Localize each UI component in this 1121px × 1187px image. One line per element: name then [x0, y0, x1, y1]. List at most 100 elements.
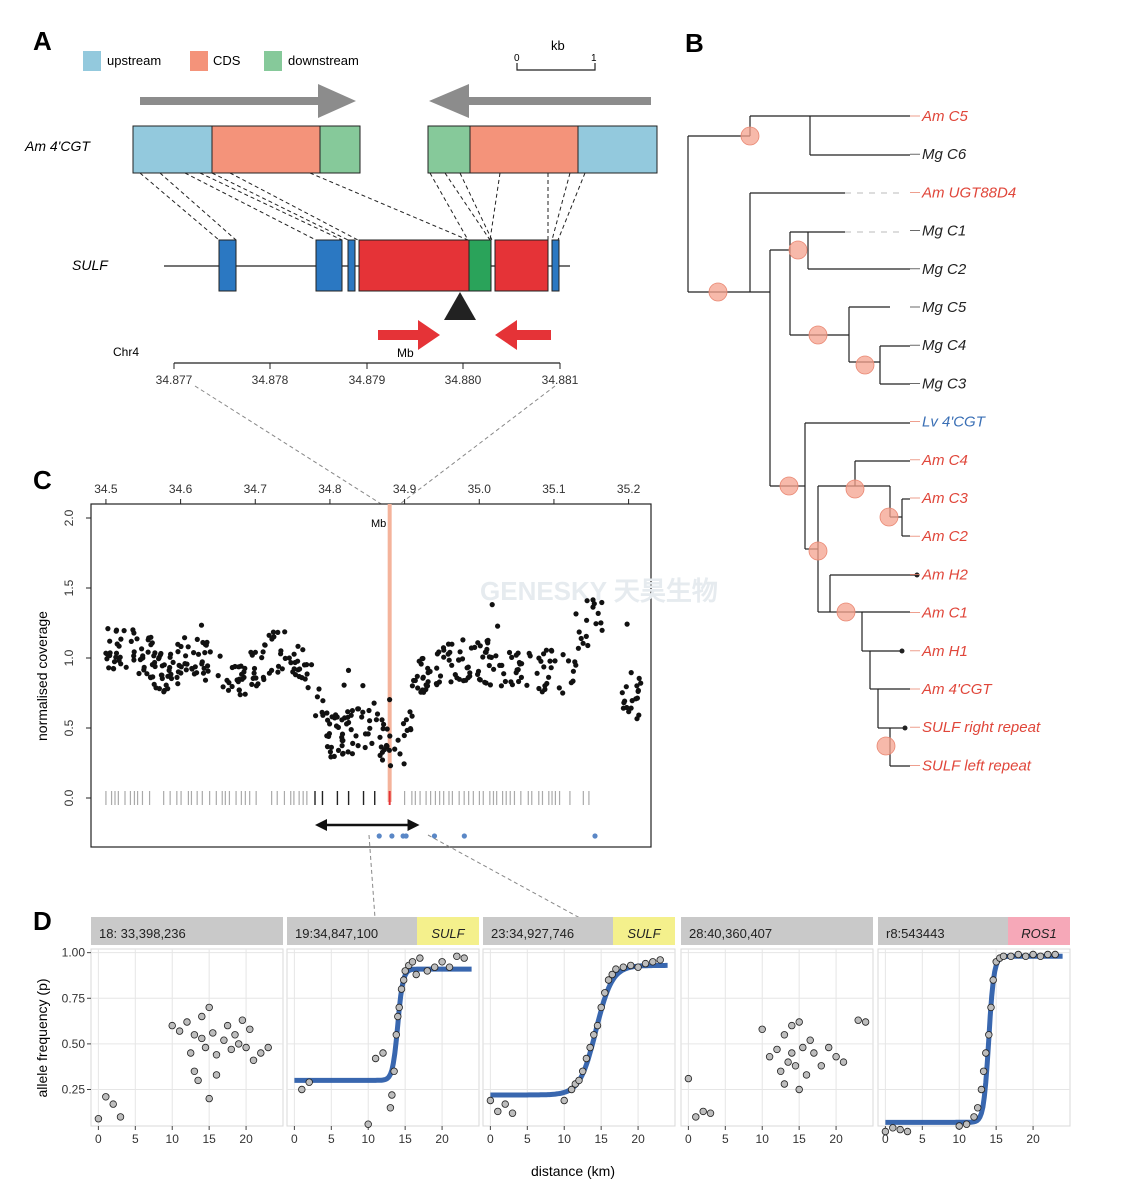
coverage-point [275, 669, 281, 675]
coverage-point [433, 681, 439, 687]
coverage-point [329, 714, 335, 720]
coverage-point [543, 647, 550, 653]
coverage-point [349, 751, 355, 757]
chrom-tick-label: 34.877 [156, 373, 193, 387]
allele-freq-point [612, 965, 620, 973]
facet-x-tick-label: 5 [524, 1132, 531, 1146]
coverage-point [270, 629, 276, 635]
allele-freq-point [788, 1049, 796, 1057]
allele-freq-point [985, 1031, 993, 1039]
panel-d-label: D [33, 906, 52, 936]
allele-freq-point [889, 1124, 897, 1132]
coverage-point [449, 641, 455, 647]
coverage-point [591, 601, 597, 607]
coverage-point [236, 664, 242, 670]
coverage-point [248, 649, 254, 655]
coverage-point [266, 632, 272, 638]
coverage-point [509, 654, 515, 661]
coverage-point [111, 659, 118, 665]
allele-freq-point [371, 1054, 380, 1063]
am-gene-label: Am 4'CGT [24, 138, 91, 154]
coverage-point [140, 653, 146, 659]
coverage-point [255, 681, 261, 687]
coverage-point [407, 726, 414, 732]
coverage-point [480, 654, 486, 660]
facet-x-tick-label: 10 [558, 1132, 572, 1146]
allele-freq-point [706, 1109, 715, 1117]
tree-leaf-label: Am 4'CGT [921, 681, 993, 698]
facet-tag [417, 917, 479, 945]
coverage-point [541, 664, 547, 670]
coverage-point [516, 678, 522, 685]
allele-freq-point [627, 961, 635, 970]
mb-marker-label: Mb [371, 518, 386, 530]
coverage-point [527, 653, 533, 659]
facet-y-tick-label: 0.50 [62, 1037, 86, 1051]
facet-tag-label: SULF [431, 926, 465, 941]
coverage-point [148, 675, 154, 681]
coverage-point [198, 622, 205, 628]
coverage-point [360, 709, 366, 715]
coverage-point [328, 744, 334, 750]
coverage-point [158, 650, 164, 657]
snp-point [461, 833, 467, 839]
tree-leaf-label: Am C1 [921, 605, 968, 622]
coverage-point [484, 646, 490, 653]
coverage-point [584, 598, 590, 604]
coverage-point [508, 679, 514, 685]
coverage-point [419, 656, 425, 662]
coverage-point [628, 705, 634, 711]
tree-leaf-label: Am C3 [921, 490, 969, 507]
coverage-point [498, 683, 504, 689]
allele-freq-point [175, 1027, 184, 1035]
coverage-point [359, 714, 365, 720]
coverage-point [585, 642, 591, 649]
tree-support-node [876, 736, 896, 756]
coverage-point [425, 679, 431, 685]
red-left-arrow [495, 320, 551, 350]
coverage-point [191, 650, 197, 656]
coverage-point [151, 653, 157, 659]
scalebar-title: kb [551, 38, 565, 53]
allele-freq-point [397, 985, 406, 993]
allele-freq-point [198, 1034, 206, 1043]
coverage-x-tick-label: 34.9 [393, 482, 417, 496]
allele-freq-point [582, 1054, 591, 1063]
sulf-gene-label: SULF [72, 257, 109, 273]
coverage-point [360, 683, 366, 689]
coverage-point [167, 664, 173, 671]
allele-freq-point [212, 1051, 221, 1059]
allele-freq-point [765, 1052, 774, 1061]
tree-support-node [740, 126, 760, 146]
coverage-point [161, 662, 167, 668]
coverage-point [261, 676, 267, 683]
coverage-point [205, 668, 211, 674]
coverage-point [418, 689, 424, 695]
coverage-point [131, 657, 137, 663]
facet-x-tick-label: 20 [435, 1132, 449, 1146]
coverage-x-tick-label: 35.2 [617, 482, 641, 496]
chrom-axis-ticks: 34.877 34.878 34.879 34.880 34.881 [156, 363, 579, 387]
allele-freq-point [234, 1040, 243, 1048]
coverage-y-tick-label: 0.0 [62, 789, 76, 806]
zoom-line-right [395, 385, 556, 508]
coverage-point [386, 747, 392, 753]
coverage-point [113, 628, 119, 634]
facet-title: 28:40,360,407 [689, 926, 772, 941]
coverage-point [278, 648, 284, 654]
allele-freq-point [989, 976, 997, 984]
coverage-point [113, 650, 120, 656]
coverage-point [345, 667, 352, 674]
coverage-point [624, 621, 630, 627]
allele-freq-point [604, 976, 613, 984]
coverage-point [403, 717, 409, 723]
allele-freq-point [791, 1062, 800, 1070]
coverage-point [539, 689, 545, 695]
allele-freq-point [608, 970, 616, 979]
coverage-point [156, 686, 162, 692]
coverage-point [225, 687, 232, 693]
allele-freq-point [861, 1018, 870, 1026]
facet-header [91, 917, 283, 945]
allele-freq-point [209, 1029, 217, 1037]
coverage-point [570, 678, 576, 684]
